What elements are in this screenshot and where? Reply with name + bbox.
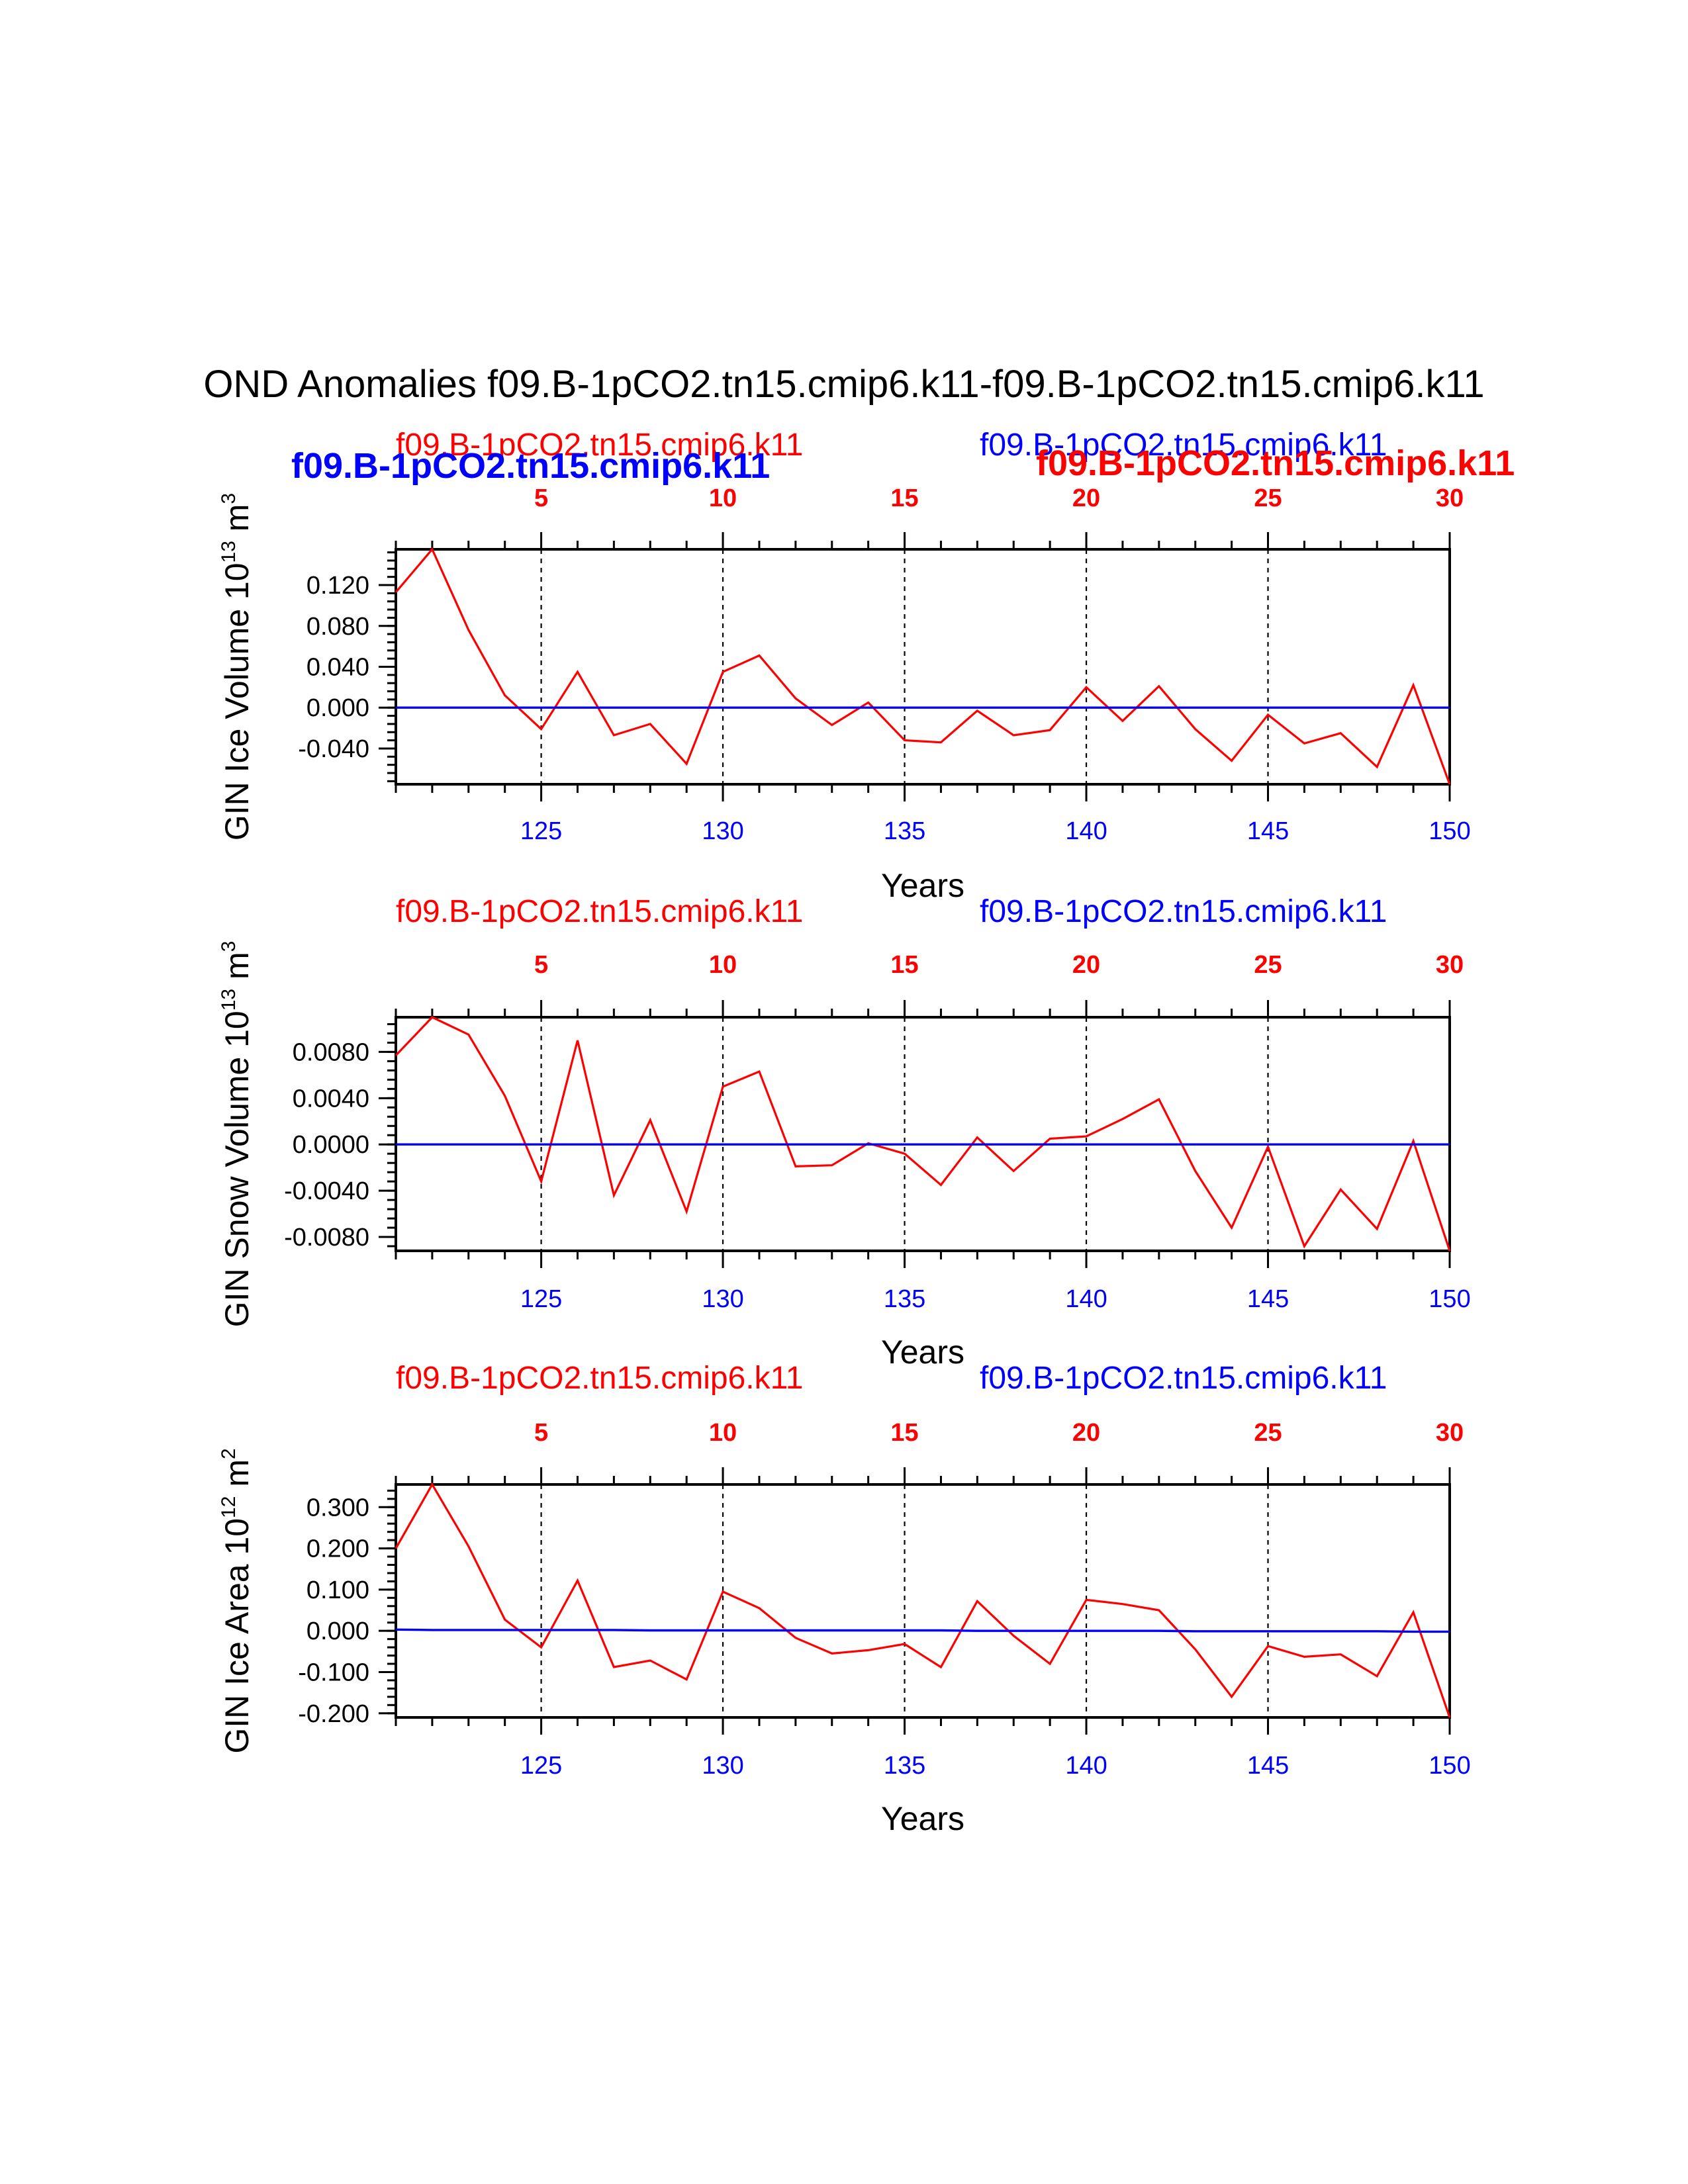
- y-axis-label-text: GIN Ice Area 10: [218, 1518, 256, 1754]
- x-tick-label-bottom: 145: [1247, 1285, 1289, 1313]
- plot-frame: [395, 1483, 1451, 1719]
- y-tick-label: 0.0000: [293, 1131, 369, 1159]
- y-axis-label-unit-exp: 3: [218, 493, 240, 504]
- x-tick-label-top: 10: [709, 1419, 737, 1447]
- y-tick-label: 0.300: [306, 1494, 369, 1522]
- y-tick-label: 0.0080: [293, 1038, 369, 1066]
- x-tick-label-bottom: 130: [702, 1752, 743, 1780]
- x-tick-label-bottom: 135: [884, 1752, 925, 1780]
- y-axis-label-unit: m: [218, 504, 256, 541]
- y-axis-label: GIN Snow Volume 1013 m3: [218, 941, 256, 1328]
- y-tick-label: 0.100: [306, 1576, 369, 1604]
- x-tick-label-top: 15: [890, 1419, 918, 1447]
- x-tick-label-bottom: 140: [1065, 817, 1107, 845]
- y-axis-label-unit-exp: 3: [218, 941, 240, 952]
- x-tick-label-bottom: 125: [520, 1752, 562, 1780]
- y-tick-label: -0.100: [298, 1659, 369, 1686]
- plot-frame: [395, 1016, 1451, 1252]
- run-label-left: f09.B-1pCO2.tn15.cmip6.k11: [396, 1361, 803, 1396]
- run-label-left: f09.B-1pCO2.tn15.cmip6.k11: [396, 894, 803, 929]
- y-axis-label-unit: m: [218, 1459, 256, 1496]
- y-tick-label: -0.200: [298, 1700, 369, 1728]
- y-axis-label: GIN Ice Area 1012 m2: [218, 1448, 256, 1753]
- x-axis-label: Years: [881, 867, 964, 904]
- x-tick-label-top: 30: [1436, 1419, 1464, 1447]
- x-tick-label-bottom: 145: [1247, 1752, 1289, 1780]
- x-tick-label-top: 10: [709, 484, 737, 512]
- x-tick-label-top: 10: [709, 951, 737, 979]
- series-line-anomaly: [395, 1482, 1451, 1718]
- x-tick-label-top: 5: [534, 951, 548, 979]
- y-tick-label: 0.200: [306, 1535, 369, 1563]
- series-line-anomaly: [395, 1016, 1451, 1251]
- x-tick-label-top: 25: [1254, 484, 1282, 512]
- x-tick-label-top: 25: [1254, 951, 1282, 979]
- x-tick-label-top: 20: [1072, 1419, 1100, 1447]
- y-axis-label-exp: 13: [218, 989, 240, 1011]
- y-axis-label: GIN Ice Volume 1013 m3: [218, 493, 256, 841]
- y-tick-label: -0.0040: [284, 1177, 369, 1205]
- x-axis-label: Years: [881, 1334, 964, 1371]
- x-tick-label-bottom: 125: [520, 1285, 562, 1313]
- x-tick-label-bottom: 135: [884, 1285, 925, 1313]
- x-tick-label-top: 30: [1436, 484, 1464, 512]
- series-line-baseline: [395, 1628, 1450, 1633]
- panels: -0.0400.0000.0400.0800.12012551301013515…: [218, 428, 1471, 1837]
- legend-overlay-red: f09.B-1pCO2.tn15.cmip6.k11: [1036, 443, 1515, 483]
- figure-title: OND Anomalies f09.B-1pCO2.tn15.cmip6.k11…: [203, 363, 1484, 406]
- y-tick-label: 0.000: [306, 694, 369, 722]
- x-tick-label-bottom: 130: [702, 1285, 743, 1313]
- plot-frame: [395, 548, 1451, 786]
- x-tick-label-top: 30: [1436, 951, 1464, 979]
- run-label-right: f09.B-1pCO2.tn15.cmip6.k11: [980, 428, 1387, 463]
- y-axis-label-text: GIN Snow Volume 10: [218, 1011, 256, 1327]
- y-axis-label-exp: 12: [218, 1496, 240, 1518]
- y-tick-label: 0.0040: [293, 1085, 369, 1113]
- x-tick-label-bottom: 150: [1429, 1752, 1470, 1780]
- x-axis-label: Years: [881, 1800, 964, 1837]
- panel-snow-volume: -0.0080 -0.0040 0.0000 0.0040 0.0080 125 5 130 1…: [218, 894, 1471, 1371]
- y-tick-label: -0.0080: [284, 1224, 369, 1251]
- x-tick-label-bottom: 125: [520, 817, 562, 845]
- run-label-left: f09.B-1pCO2.tn15.cmip6.k11: [396, 428, 803, 463]
- y-axis-label-unit: m: [218, 952, 256, 989]
- x-tick-label-bottom: 140: [1065, 1752, 1107, 1780]
- y-axis-label-unit-exp: 2: [218, 1448, 240, 1459]
- x-tick-label-bottom: 130: [702, 817, 743, 845]
- y-tick-label: 0.080: [306, 613, 369, 641]
- panel-ice-area: -0.200 -0.100 0.000 0.100 0.200 0.300 125 5 130 1…: [218, 1361, 1471, 1837]
- y-tick-label: 0.040: [306, 654, 369, 682]
- x-tick-label-top: 15: [890, 484, 918, 512]
- x-tick-label-bottom: 145: [1247, 817, 1289, 845]
- x-tick-label-bottom: 140: [1065, 1285, 1107, 1313]
- x-tick-label-bottom: 150: [1429, 1285, 1470, 1313]
- x-tick-label-top: 15: [890, 951, 918, 979]
- x-tick-label-top: 5: [534, 484, 548, 512]
- legend-overlay-blue: f09.B-1pCO2.tn15.cmip6.k11: [291, 446, 770, 486]
- y-tick-label: -0.040: [298, 735, 369, 763]
- x-tick-label-top: 20: [1072, 484, 1100, 512]
- x-tick-label-top: 5: [534, 1419, 548, 1447]
- run-label-right: f09.B-1pCO2.tn15.cmip6.k11: [980, 894, 1387, 929]
- y-axis-label-exp: 13: [218, 541, 240, 563]
- x-tick-label-bottom: 150: [1429, 817, 1470, 845]
- x-tick-label-bottom: 135: [884, 817, 925, 845]
- y-tick-label: 0.000: [306, 1617, 369, 1645]
- run-label-right: f09.B-1pCO2.tn15.cmip6.k11: [980, 1361, 1387, 1396]
- x-tick-label-top: 20: [1072, 951, 1100, 979]
- panel-ice-volume: -0.040 0.000 0.040 0.080 0.120 125 5 130 10 135 15…: [218, 428, 1471, 904]
- y-axis-label-text: GIN Ice Volume 10: [218, 563, 256, 841]
- series-line-anomaly: [395, 547, 1451, 785]
- y-tick-label: 0.120: [306, 572, 369, 600]
- x-tick-label-top: 25: [1254, 1419, 1282, 1447]
